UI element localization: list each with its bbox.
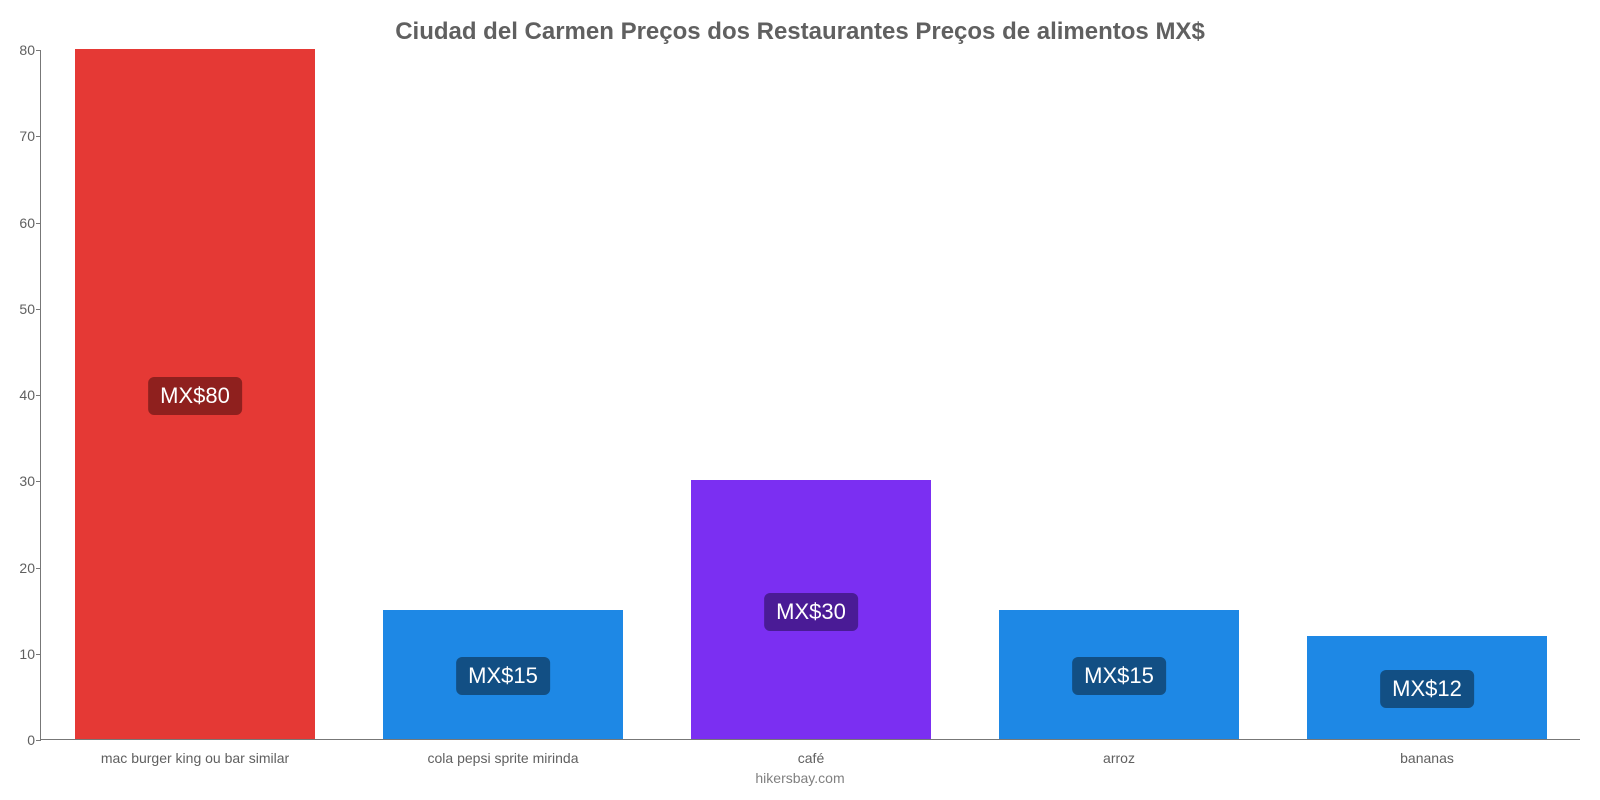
y-tick-label: 40: [5, 387, 35, 403]
bar-value-label: MX$15: [456, 657, 550, 695]
attribution-text: hikersbay.com: [0, 770, 1600, 786]
y-tick-label: 0: [5, 732, 35, 748]
y-tick-label: 70: [5, 128, 35, 144]
y-tick-mark: [36, 395, 41, 396]
y-tick-label: 30: [5, 473, 35, 489]
y-tick-label: 60: [5, 215, 35, 231]
y-tick-label: 20: [5, 560, 35, 576]
price-chart: Ciudad del Carmen Preços dos Restaurante…: [0, 0, 1600, 800]
y-tick-label: 50: [5, 301, 35, 317]
bar-value-label: MX$30: [764, 593, 858, 631]
x-tick-label: café: [798, 750, 824, 766]
y-tick-mark: [36, 309, 41, 310]
bar-value-label: MX$15: [1072, 657, 1166, 695]
x-tick-label: cola pepsi sprite mirinda: [428, 750, 579, 766]
y-tick-label: 80: [5, 42, 35, 58]
y-tick-mark: [36, 654, 41, 655]
y-tick-mark: [36, 568, 41, 569]
y-tick-mark: [36, 136, 41, 137]
plot-area: 01020304050607080MX$80mac burger king ou…: [40, 50, 1580, 740]
chart-title: Ciudad del Carmen Preços dos Restaurante…: [0, 18, 1600, 46]
y-tick-mark: [36, 50, 41, 51]
x-tick-label: arroz: [1103, 750, 1135, 766]
y-tick-mark: [36, 481, 41, 482]
x-tick-label: bananas: [1400, 750, 1454, 766]
x-tick-label: mac burger king ou bar similar: [101, 750, 289, 766]
y-tick-label: 10: [5, 646, 35, 662]
bar-value-label: MX$12: [1380, 670, 1474, 708]
bar-value-label: MX$80: [148, 377, 242, 415]
y-tick-mark: [36, 223, 41, 224]
y-tick-mark: [36, 740, 41, 741]
